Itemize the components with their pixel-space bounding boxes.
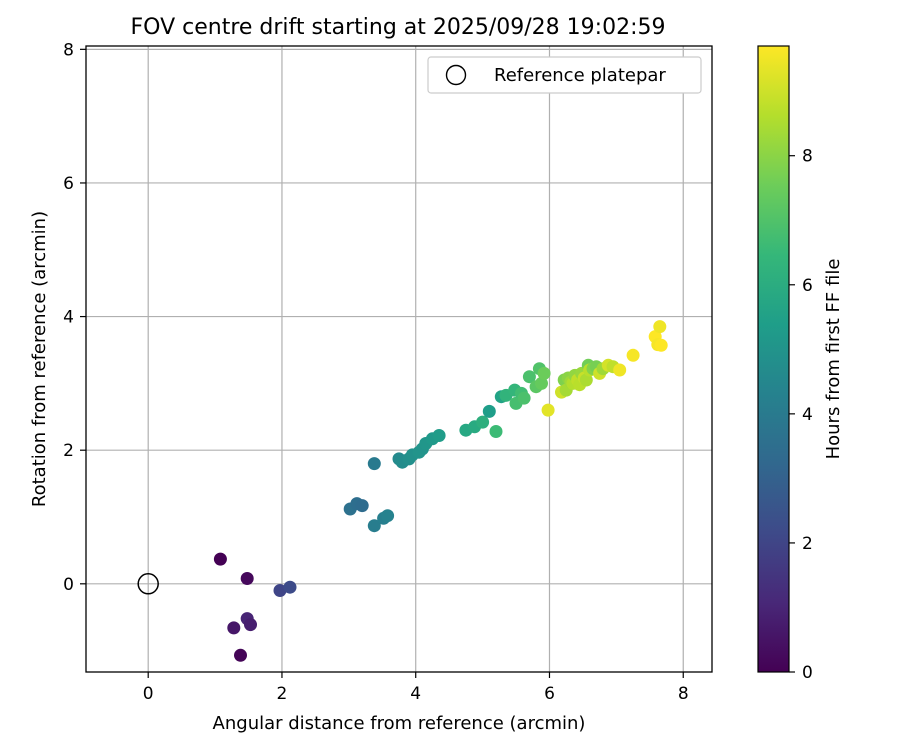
data-point bbox=[244, 618, 257, 632]
x-tick-label: 8 bbox=[678, 684, 689, 704]
data-point bbox=[626, 348, 640, 362]
colorbar-tick-label: 4 bbox=[802, 405, 813, 425]
data-point bbox=[227, 621, 241, 635]
colorbar: 0 2 4 6 8 Hours from first FF file bbox=[757, 45, 844, 683]
data-point bbox=[234, 648, 247, 662]
data-point bbox=[654, 338, 668, 352]
data-point bbox=[273, 584, 287, 597]
plot-frame bbox=[85, 45, 713, 673]
y-axis-label: Rotation from reference (arcmin) bbox=[29, 211, 50, 507]
y-tick-label: 2 bbox=[63, 441, 74, 461]
data-point bbox=[240, 572, 254, 585]
data-point bbox=[482, 404, 496, 418]
colorbar-tick-label: 0 bbox=[802, 663, 813, 683]
data-point bbox=[613, 363, 627, 377]
data-point bbox=[517, 391, 531, 405]
axis-ticks: 0 2 4 6 8 0 2 4 6 8 bbox=[63, 40, 688, 704]
data-point bbox=[367, 519, 381, 533]
data-point bbox=[537, 366, 551, 380]
grid bbox=[86, 46, 712, 672]
data-point bbox=[355, 499, 369, 513]
y-tick-label: 4 bbox=[63, 308, 74, 328]
y-tick-label: 0 bbox=[63, 575, 74, 595]
data-point bbox=[432, 429, 446, 442]
colorbar-tick-label: 6 bbox=[802, 276, 813, 296]
data-point bbox=[489, 425, 503, 438]
legend: Reference platepar bbox=[427, 56, 702, 94]
data-point bbox=[541, 403, 555, 417]
data-point bbox=[367, 457, 381, 471]
data-point bbox=[476, 415, 490, 429]
colorbar-label: Hours from first FF file bbox=[823, 259, 844, 460]
reference-marker bbox=[137, 573, 159, 595]
x-tick-label: 6 bbox=[544, 684, 555, 704]
data-point bbox=[653, 320, 667, 334]
data-point bbox=[522, 370, 536, 384]
legend-marker-icon bbox=[445, 64, 467, 86]
chart-title: FOV centre drift starting at 2025/09/28 … bbox=[131, 15, 666, 40]
legend-entry-reference: Reference platepar bbox=[494, 65, 666, 86]
colorbar-tick-label: 8 bbox=[802, 147, 813, 167]
x-tick-label: 4 bbox=[410, 684, 421, 704]
y-tick-label: 6 bbox=[63, 174, 74, 194]
legend-box bbox=[427, 56, 702, 94]
data-point bbox=[213, 552, 227, 566]
x-tick-label: 0 bbox=[143, 684, 154, 704]
y-tick-label: 8 bbox=[63, 40, 74, 60]
data-points bbox=[137, 320, 668, 662]
data-point bbox=[381, 509, 395, 523]
colorbar-gradient bbox=[757, 45, 790, 673]
x-axis-label: Angular distance from reference (arcmin) bbox=[213, 713, 586, 734]
data-point bbox=[283, 580, 297, 594]
colorbar-ticks: 0 2 4 6 8 bbox=[789, 147, 813, 683]
colorbar-tick-label: 2 bbox=[802, 534, 813, 554]
data-point bbox=[535, 376, 548, 390]
data-point bbox=[579, 373, 593, 387]
x-tick-label: 2 bbox=[277, 684, 288, 704]
